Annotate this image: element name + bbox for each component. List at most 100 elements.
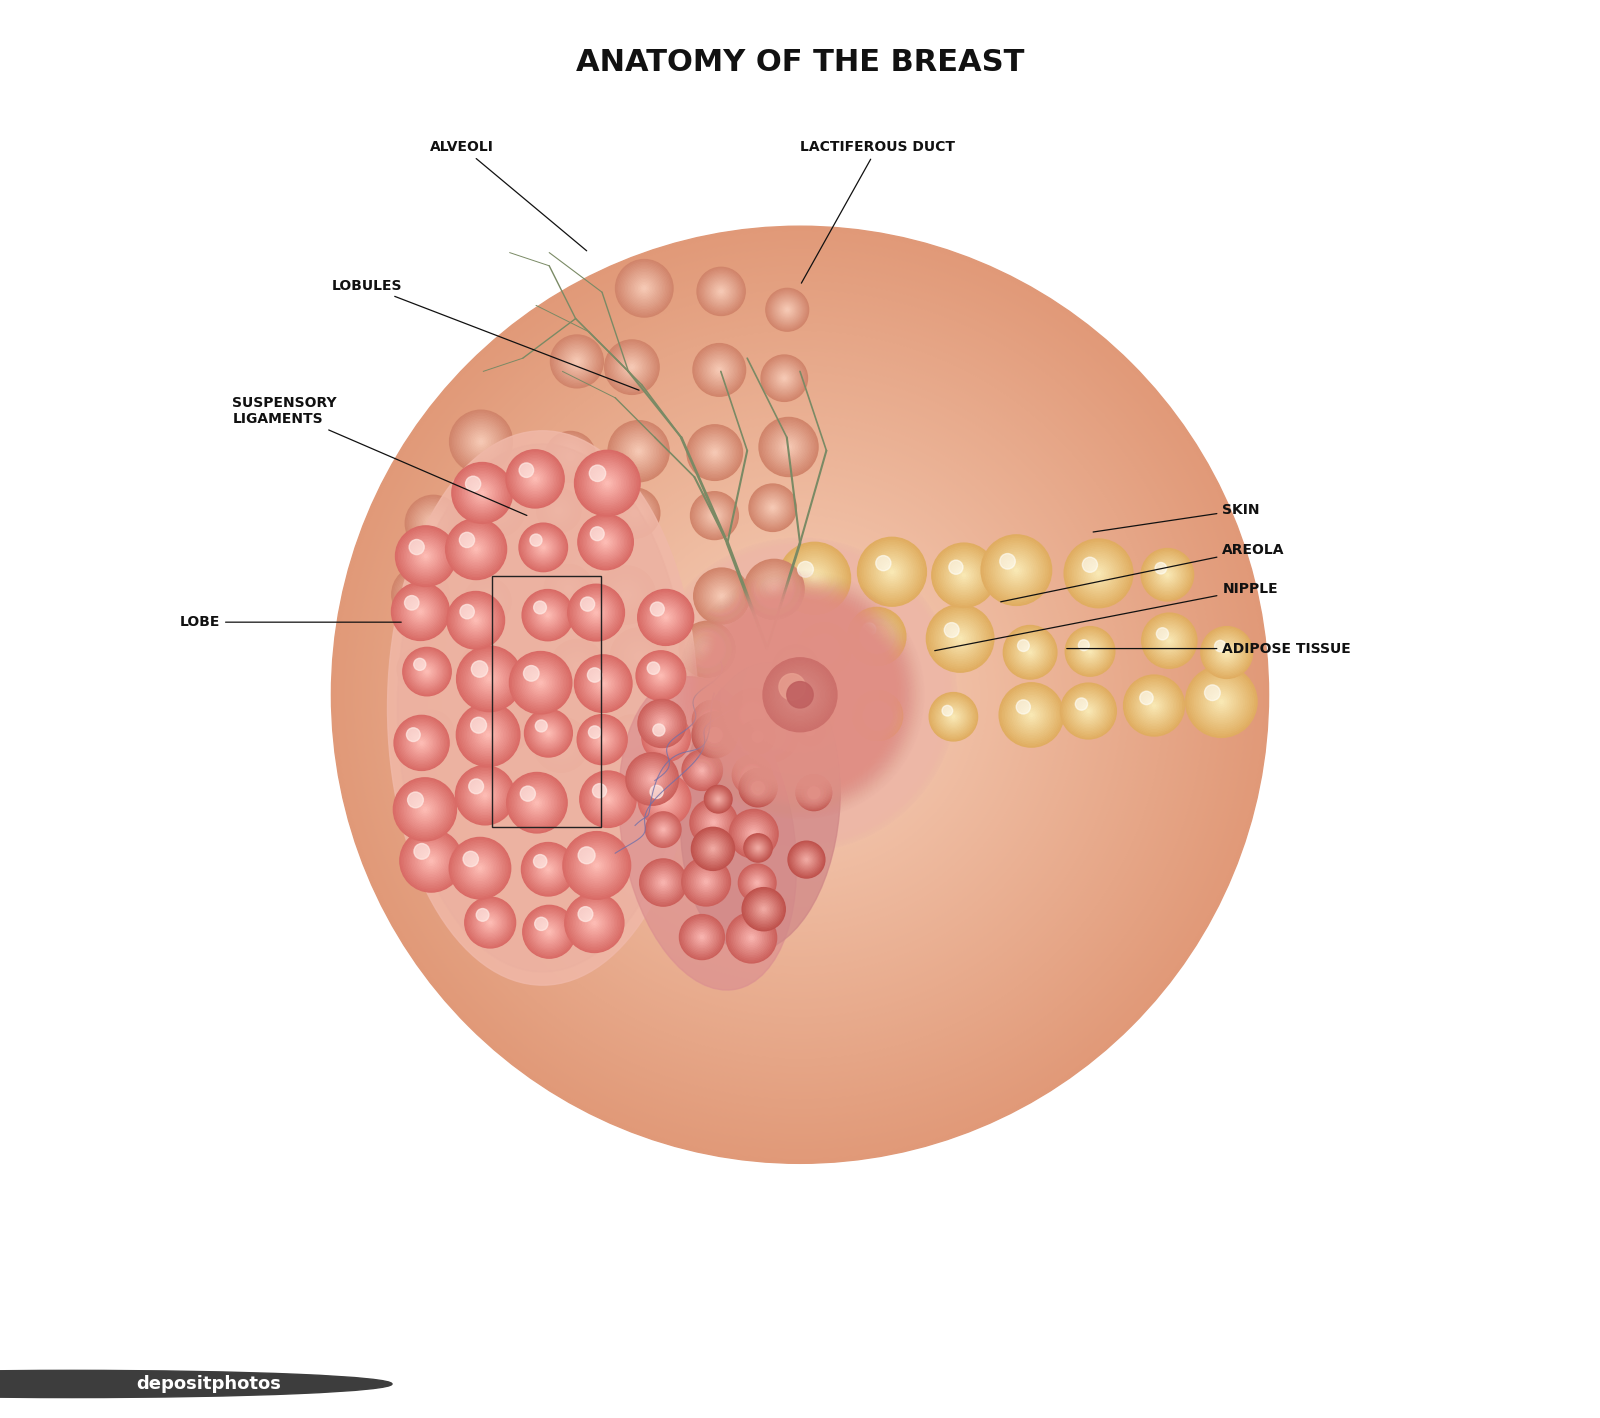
Circle shape xyxy=(739,700,766,729)
Circle shape xyxy=(459,604,474,618)
Circle shape xyxy=(782,678,818,712)
Circle shape xyxy=(1213,638,1242,666)
Circle shape xyxy=(477,787,494,804)
Circle shape xyxy=(811,637,838,664)
Circle shape xyxy=(581,518,630,567)
Circle shape xyxy=(459,847,501,889)
Circle shape xyxy=(589,465,606,482)
Circle shape xyxy=(1221,648,1232,658)
Circle shape xyxy=(1198,678,1245,725)
Circle shape xyxy=(619,354,645,380)
Circle shape xyxy=(686,922,717,951)
Circle shape xyxy=(789,685,811,705)
Circle shape xyxy=(635,530,965,859)
Circle shape xyxy=(706,648,709,651)
Circle shape xyxy=(555,450,1045,940)
Circle shape xyxy=(688,630,726,669)
Circle shape xyxy=(456,647,522,712)
Circle shape xyxy=(645,864,682,902)
Circle shape xyxy=(877,715,878,718)
Circle shape xyxy=(806,727,814,735)
Circle shape xyxy=(1064,686,1114,736)
Circle shape xyxy=(627,506,642,520)
Circle shape xyxy=(686,581,914,808)
Circle shape xyxy=(429,858,434,864)
Circle shape xyxy=(702,645,712,654)
Circle shape xyxy=(755,735,760,739)
Circle shape xyxy=(602,537,610,546)
Circle shape xyxy=(642,713,690,761)
Circle shape xyxy=(622,727,640,744)
Circle shape xyxy=(638,282,650,294)
Circle shape xyxy=(610,505,990,885)
Circle shape xyxy=(755,719,786,750)
Circle shape xyxy=(485,496,512,523)
Circle shape xyxy=(1205,685,1237,718)
Circle shape xyxy=(696,638,718,661)
Circle shape xyxy=(611,716,651,756)
Circle shape xyxy=(533,675,549,691)
Circle shape xyxy=(746,562,803,618)
Circle shape xyxy=(498,720,504,727)
Circle shape xyxy=(714,451,717,454)
Circle shape xyxy=(707,727,722,743)
Circle shape xyxy=(952,564,974,587)
Circle shape xyxy=(1144,615,1194,665)
Circle shape xyxy=(950,715,955,719)
Circle shape xyxy=(598,493,1002,896)
Circle shape xyxy=(514,780,560,825)
Circle shape xyxy=(578,715,627,764)
Circle shape xyxy=(560,580,578,598)
Circle shape xyxy=(784,657,808,681)
Circle shape xyxy=(482,793,488,798)
Circle shape xyxy=(659,878,667,888)
Circle shape xyxy=(1126,678,1181,733)
Circle shape xyxy=(483,915,498,930)
Circle shape xyxy=(365,259,1235,1130)
Circle shape xyxy=(605,540,606,543)
Circle shape xyxy=(408,793,442,827)
Circle shape xyxy=(747,827,760,841)
Circle shape xyxy=(530,851,566,888)
Circle shape xyxy=(643,705,682,743)
Circle shape xyxy=(773,668,827,722)
Circle shape xyxy=(763,658,837,732)
Circle shape xyxy=(714,587,730,604)
Circle shape xyxy=(659,827,667,834)
Circle shape xyxy=(547,499,570,522)
Circle shape xyxy=(421,849,442,872)
Circle shape xyxy=(997,550,1035,590)
Circle shape xyxy=(539,723,582,767)
Circle shape xyxy=(603,498,997,892)
Circle shape xyxy=(403,654,434,685)
Circle shape xyxy=(707,603,893,787)
Circle shape xyxy=(374,269,1226,1120)
Circle shape xyxy=(419,313,1181,1076)
Circle shape xyxy=(1165,637,1173,645)
Circle shape xyxy=(434,328,1166,1062)
Circle shape xyxy=(477,865,483,871)
Circle shape xyxy=(536,720,547,732)
Text: AREOLA: AREOLA xyxy=(1000,543,1285,601)
Circle shape xyxy=(558,445,582,468)
Circle shape xyxy=(598,736,606,743)
Circle shape xyxy=(771,666,829,723)
Circle shape xyxy=(518,784,555,821)
Circle shape xyxy=(531,475,539,484)
Circle shape xyxy=(662,557,938,832)
Circle shape xyxy=(709,509,720,522)
Circle shape xyxy=(470,584,506,620)
Circle shape xyxy=(640,655,682,696)
Circle shape xyxy=(715,285,726,298)
Circle shape xyxy=(763,357,805,398)
Circle shape xyxy=(459,604,491,637)
Circle shape xyxy=(771,366,797,391)
Circle shape xyxy=(742,637,858,753)
Circle shape xyxy=(630,366,634,369)
Circle shape xyxy=(723,618,877,771)
Circle shape xyxy=(725,620,875,770)
Circle shape xyxy=(534,478,536,481)
Circle shape xyxy=(547,930,550,933)
Circle shape xyxy=(523,788,550,817)
Circle shape xyxy=(418,549,434,564)
